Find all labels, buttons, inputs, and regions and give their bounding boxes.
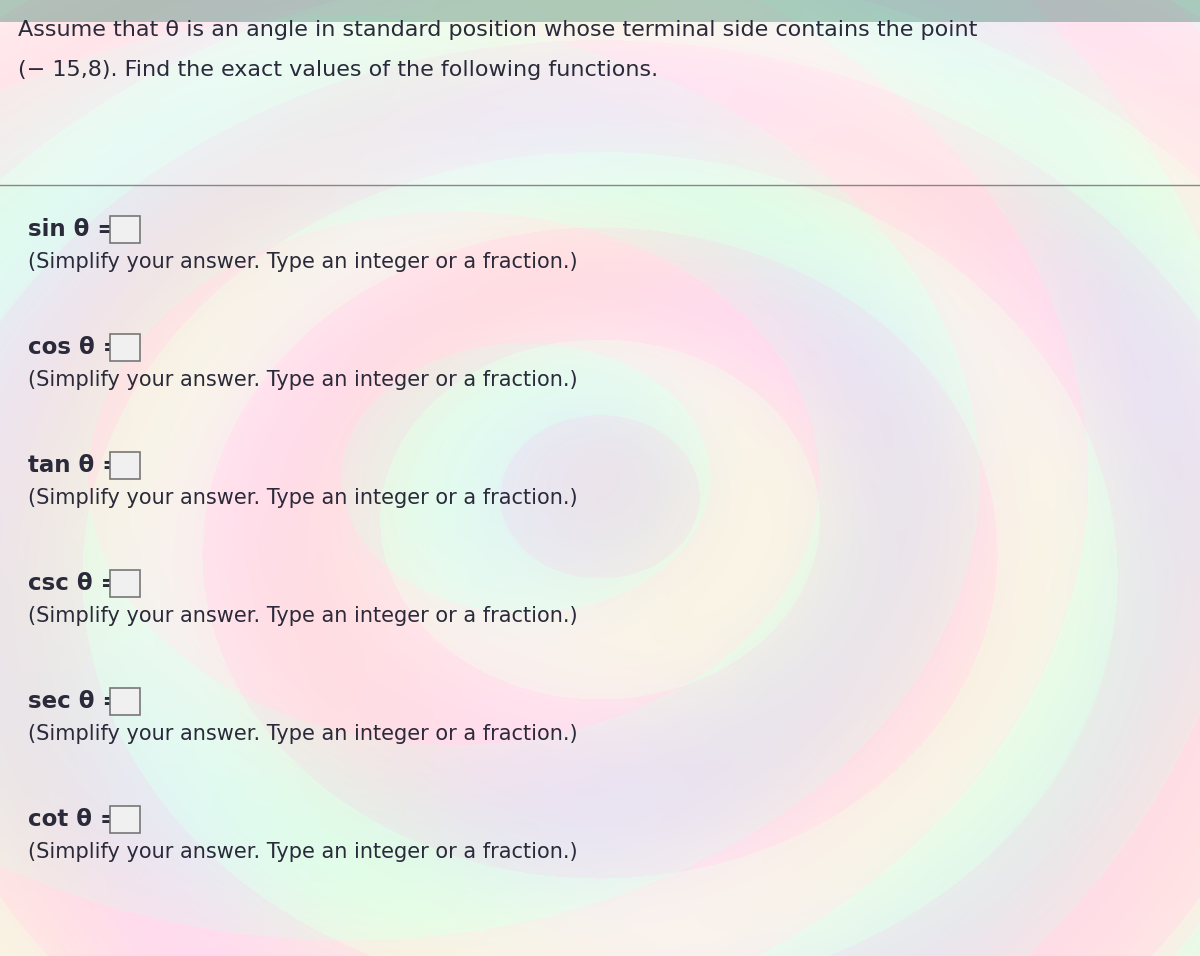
Text: tan θ =: tan θ = xyxy=(28,454,130,477)
Text: Assume that θ is an angle in standard position whose terminal side contains the : Assume that θ is an angle in standard po… xyxy=(18,20,977,40)
Bar xyxy=(109,216,139,243)
Text: (Simplify your answer. Type an integer or a fraction.): (Simplify your answer. Type an integer o… xyxy=(28,252,577,272)
Text: cos θ =: cos θ = xyxy=(28,336,130,359)
Text: (Simplify your answer. Type an integer or a fraction.): (Simplify your answer. Type an integer o… xyxy=(28,724,577,744)
Text: csc θ =: csc θ = xyxy=(28,572,127,595)
Bar xyxy=(109,334,139,361)
Text: (Simplify your answer. Type an integer or a fraction.): (Simplify your answer. Type an integer o… xyxy=(28,370,577,390)
Bar xyxy=(109,452,139,479)
Text: (Simplify your answer. Type an integer or a fraction.): (Simplify your answer. Type an integer o… xyxy=(28,606,577,626)
Text: sec θ =: sec θ = xyxy=(28,690,130,713)
Text: cot θ =: cot θ = xyxy=(28,808,127,831)
Bar xyxy=(0,0,1200,185)
Text: (Simplify your answer. Type an integer or a fraction.): (Simplify your answer. Type an integer o… xyxy=(28,842,577,862)
Text: (− 15,8). Find the exact values of the following functions.: (− 15,8). Find the exact values of the f… xyxy=(18,60,658,80)
Text: sin θ =: sin θ = xyxy=(28,218,125,241)
Bar xyxy=(109,570,139,597)
Bar xyxy=(109,688,139,715)
Bar xyxy=(109,806,139,833)
Text: (Simplify your answer. Type an integer or a fraction.): (Simplify your answer. Type an integer o… xyxy=(28,488,577,508)
